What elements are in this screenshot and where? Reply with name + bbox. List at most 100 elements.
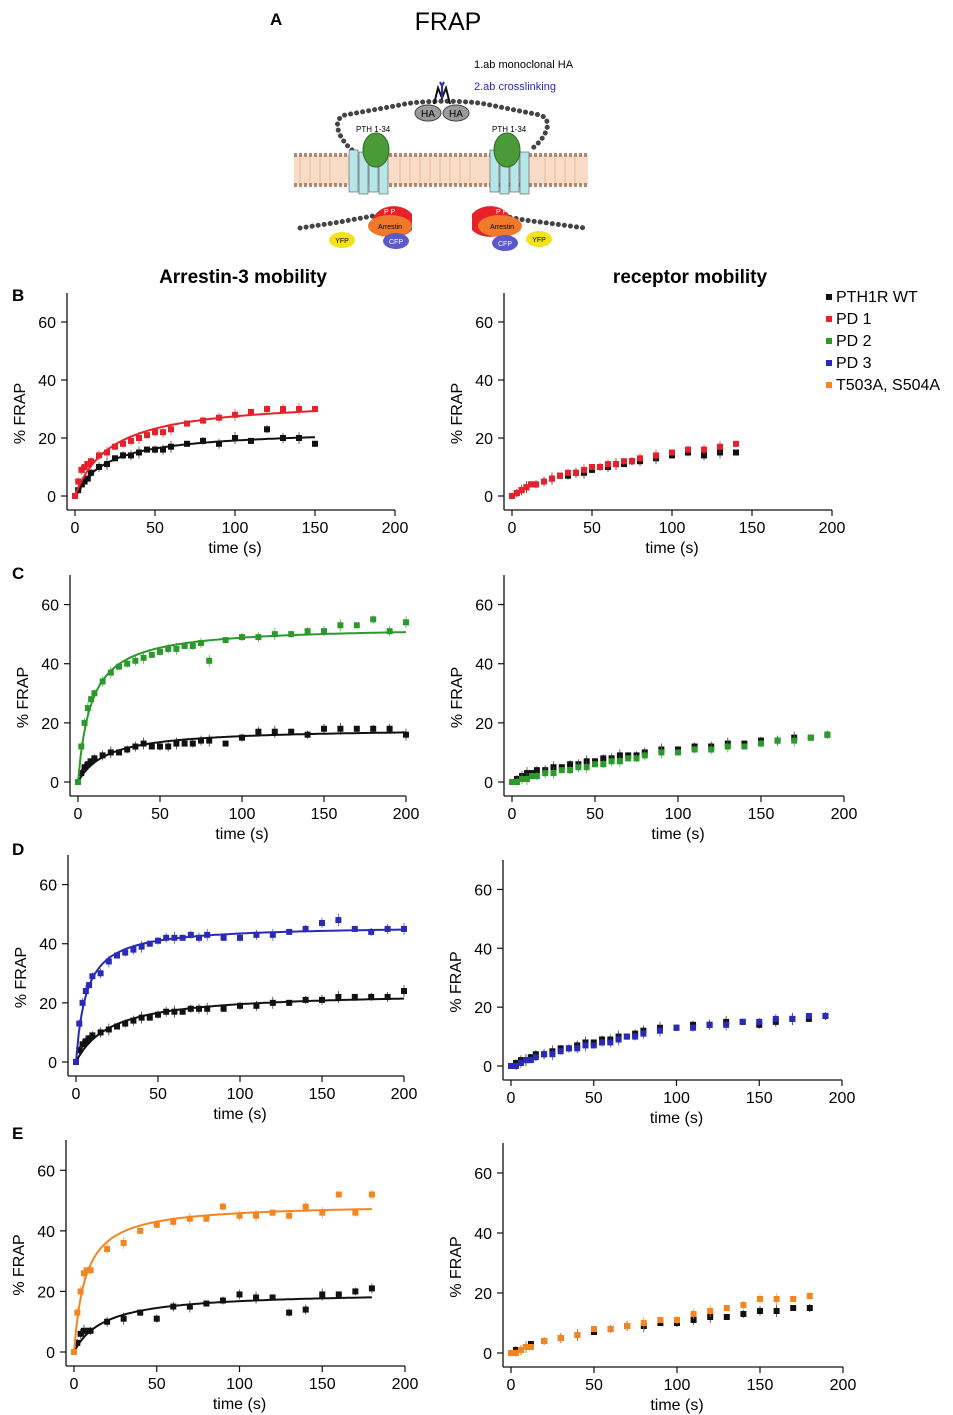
data-point (170, 1303, 177, 1310)
data-point (84, 1267, 91, 1274)
data-point (89, 1032, 96, 1039)
data-point (286, 928, 293, 935)
cfp-label-right: CFP (498, 241, 512, 248)
data-point (706, 1021, 713, 1028)
arrestin-label-right: Arrestin (490, 224, 514, 231)
data-point (78, 743, 85, 750)
y-tick-label: 0 (484, 489, 493, 506)
data-point (319, 1209, 326, 1216)
data-point (120, 452, 126, 459)
data-point (81, 719, 88, 726)
x-tick-label: 50 (585, 1090, 603, 1107)
data-point (157, 648, 163, 655)
data-point (222, 637, 229, 644)
data-point (550, 770, 557, 777)
data-point (120, 1239, 127, 1246)
data-point (522, 1057, 529, 1064)
data-point (239, 734, 245, 741)
data-point (136, 449, 142, 456)
y-tick-label: 40 (474, 941, 492, 958)
data-point (573, 469, 579, 476)
data-point (153, 1221, 160, 1228)
data-point (116, 663, 122, 670)
chart-D-right: 0 20 40 60 0 50 100 150 200 time (s) % FRAP (448, 860, 855, 1127)
data-point (157, 743, 163, 750)
y-tick-label: 60 (474, 1166, 492, 1183)
y-tick-label: 40 (475, 657, 493, 674)
data-point (368, 928, 375, 935)
data-point (74, 1339, 81, 1346)
data-point (508, 1063, 514, 1069)
data-point (81, 764, 88, 771)
yfp-label-right: YFP (532, 237, 546, 244)
y-tick-label: 60 (38, 315, 56, 332)
data-point (674, 1317, 680, 1323)
y-tick-label: 20 (475, 716, 493, 733)
data-point (253, 1002, 260, 1009)
y-tick-label: 0 (484, 775, 493, 792)
data-point (541, 478, 547, 485)
data-point (264, 426, 270, 433)
data-point (523, 484, 530, 491)
data-point (567, 767, 574, 774)
data-point (97, 970, 104, 977)
data-point (509, 779, 515, 785)
data-point (733, 440, 739, 447)
data-point (173, 645, 180, 652)
data-point (203, 1300, 210, 1307)
data-point (806, 1293, 813, 1299)
y-tick-label: 40 (37, 1224, 55, 1241)
data-point (173, 740, 180, 747)
x-tick-label: 200 (393, 806, 420, 823)
chart-E-right: 0 20 40 60 0 50 100 150 200 time (s) % FRAP (448, 1143, 856, 1414)
data-point (77, 1330, 84, 1337)
x-tick-label: 100 (222, 520, 249, 537)
data-point (758, 740, 764, 747)
data-point (105, 958, 112, 965)
data-point (168, 426, 174, 433)
data-point (509, 493, 515, 499)
data-point (198, 737, 204, 744)
x-tick-label: 50 (151, 806, 169, 823)
x-axis-label: time (s) (645, 540, 698, 557)
data-point (84, 461, 91, 468)
data-point (807, 734, 814, 741)
data-point (599, 1039, 606, 1046)
data-point (74, 1309, 81, 1316)
x-axis-label: time (s) (651, 826, 704, 843)
data-point (653, 452, 659, 459)
data-point (269, 1209, 276, 1216)
x-tick-label: 200 (382, 520, 409, 537)
data-point (739, 1018, 746, 1025)
x-tick-label: 200 (829, 1090, 856, 1107)
data-point (527, 1057, 534, 1064)
data-point (84, 761, 91, 768)
receptor-left-icon: PTH 1-34 (348, 125, 391, 195)
y-tick-label: 60 (474, 882, 492, 899)
data-point (607, 1039, 614, 1046)
legend: PTH1R WT PD 1 PD 2 PD 3 T503A, S504A (826, 289, 940, 394)
data-point (701, 446, 707, 453)
data-point (96, 464, 102, 470)
data-point (253, 1212, 260, 1219)
legend-label: PTH1R WT (836, 289, 918, 306)
data-point (237, 1002, 243, 1009)
data-point (517, 1347, 524, 1353)
data-point (170, 1218, 177, 1225)
y-tick-label: 0 (483, 1346, 492, 1363)
data-point (616, 758, 623, 765)
data-point (541, 1338, 548, 1344)
data-point (189, 642, 196, 649)
data-point (136, 435, 142, 441)
data-point (99, 752, 106, 759)
legend-marker (826, 294, 832, 300)
x-tick-label: 150 (747, 1377, 774, 1394)
y-tick-label: 20 (41, 716, 59, 733)
data-point (296, 406, 302, 412)
data-point (337, 725, 344, 732)
data-point (163, 934, 170, 941)
x-tick-label: 200 (830, 1377, 857, 1394)
series-pd-2 (509, 730, 831, 786)
data-point (517, 1060, 524, 1067)
data-point (99, 678, 106, 685)
